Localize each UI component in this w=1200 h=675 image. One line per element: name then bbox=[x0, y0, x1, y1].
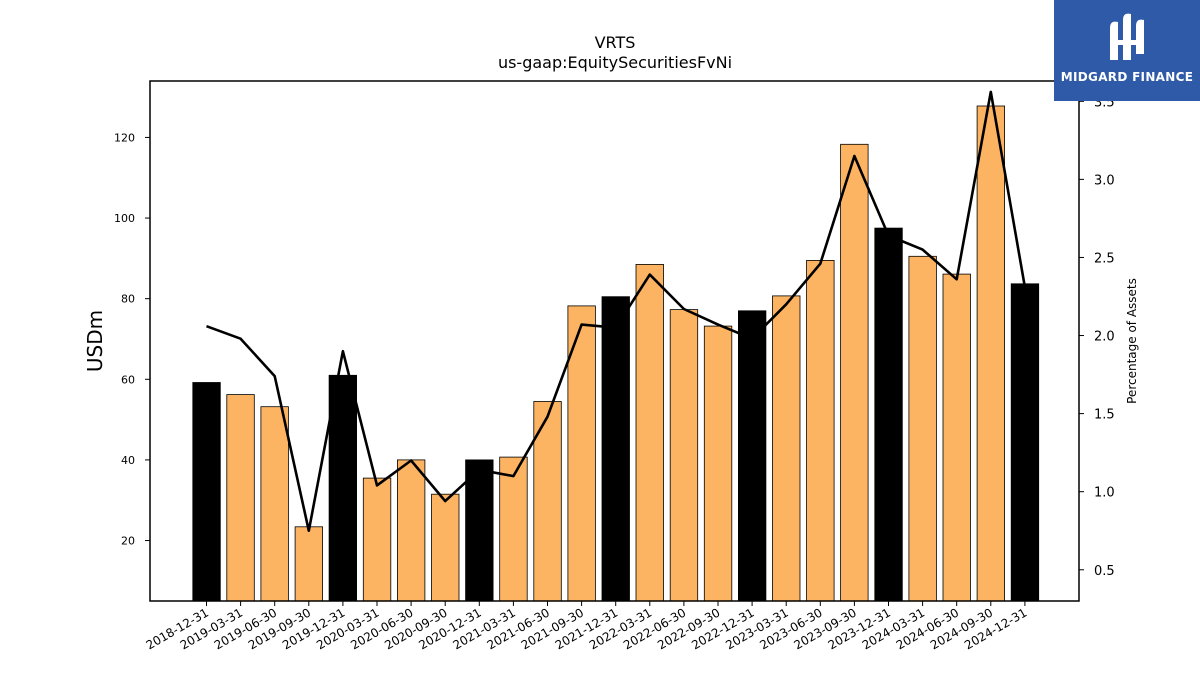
y-axis-label: USDm bbox=[83, 310, 107, 372]
bar-2022-06-30 bbox=[669, 309, 699, 602]
y-tick-label: 60 bbox=[121, 373, 135, 386]
y2-tick-label: 1.5 bbox=[1094, 408, 1115, 423]
y2-tick-label: 0.5 bbox=[1094, 564, 1115, 579]
bar-2023-09-30 bbox=[840, 143, 869, 602]
bar-2022-12-31 bbox=[738, 310, 767, 602]
bar-2024-09-30 bbox=[976, 105, 1005, 602]
bars-group bbox=[192, 105, 1040, 602]
bar-2020-06-30 bbox=[396, 459, 426, 602]
y-tick-label: 100 bbox=[114, 212, 135, 225]
bar-2021-03-31 bbox=[499, 456, 528, 602]
bar-2022-03-31 bbox=[635, 263, 664, 602]
x-axis: 2018-12-312019-03-312019-06-302019-09-30… bbox=[144, 601, 1029, 652]
bar-2020-03-31 bbox=[362, 477, 392, 602]
bar-2024-12-31 bbox=[1010, 283, 1040, 602]
bar-2023-12-31 bbox=[874, 227, 903, 602]
bar-2020-09-30 bbox=[431, 493, 460, 602]
bar-2020-12-31 bbox=[465, 459, 494, 602]
brand-logo: MIDGARD FINANCE bbox=[1054, 0, 1200, 101]
y-tick-label: 40 bbox=[121, 454, 135, 467]
chart-title: VRTS bbox=[595, 33, 636, 52]
percentage-line bbox=[206, 90, 1027, 533]
brand-name: MIDGARD FINANCE bbox=[1060, 70, 1194, 84]
bar-2019-09-30 bbox=[294, 526, 324, 602]
bar-2022-09-30 bbox=[703, 325, 733, 602]
y-tick-label: 20 bbox=[121, 535, 135, 548]
y-tick-label: 80 bbox=[121, 293, 135, 306]
y2-axis-label: Percentage of Assets bbox=[1125, 278, 1139, 404]
plot-frame bbox=[149, 80, 1080, 602]
bar-2021-09-30 bbox=[567, 305, 596, 602]
y2-tick-label: 1.0 bbox=[1094, 486, 1115, 501]
bar-2019-03-31 bbox=[226, 394, 255, 602]
chart-subtitle: us-gaap:EquitySecuritiesFvNi bbox=[498, 53, 732, 72]
y-tick-label: 120 bbox=[114, 131, 135, 144]
bar-2021-12-31 bbox=[601, 296, 630, 602]
bar-2023-03-31 bbox=[772, 295, 801, 602]
bar-2023-06-30 bbox=[806, 259, 835, 602]
right-axis: 0.51.01.52.02.53.03.5 bbox=[1079, 95, 1115, 579]
bar-2019-12-31 bbox=[328, 374, 358, 602]
logo-mark-icon bbox=[1110, 13, 1144, 61]
bar-2019-06-30 bbox=[260, 406, 289, 602]
bar-2024-03-31 bbox=[908, 255, 937, 602]
y2-tick-label: 2.5 bbox=[1094, 251, 1115, 266]
left-axis: 20 40 60 80 100 120 bbox=[114, 131, 150, 548]
y2-tick-label: 2.0 bbox=[1094, 330, 1115, 345]
bar-2024-06-30 bbox=[942, 273, 971, 602]
y2-tick-label: 3.0 bbox=[1094, 173, 1115, 188]
bar-2018-12-31 bbox=[192, 382, 221, 602]
